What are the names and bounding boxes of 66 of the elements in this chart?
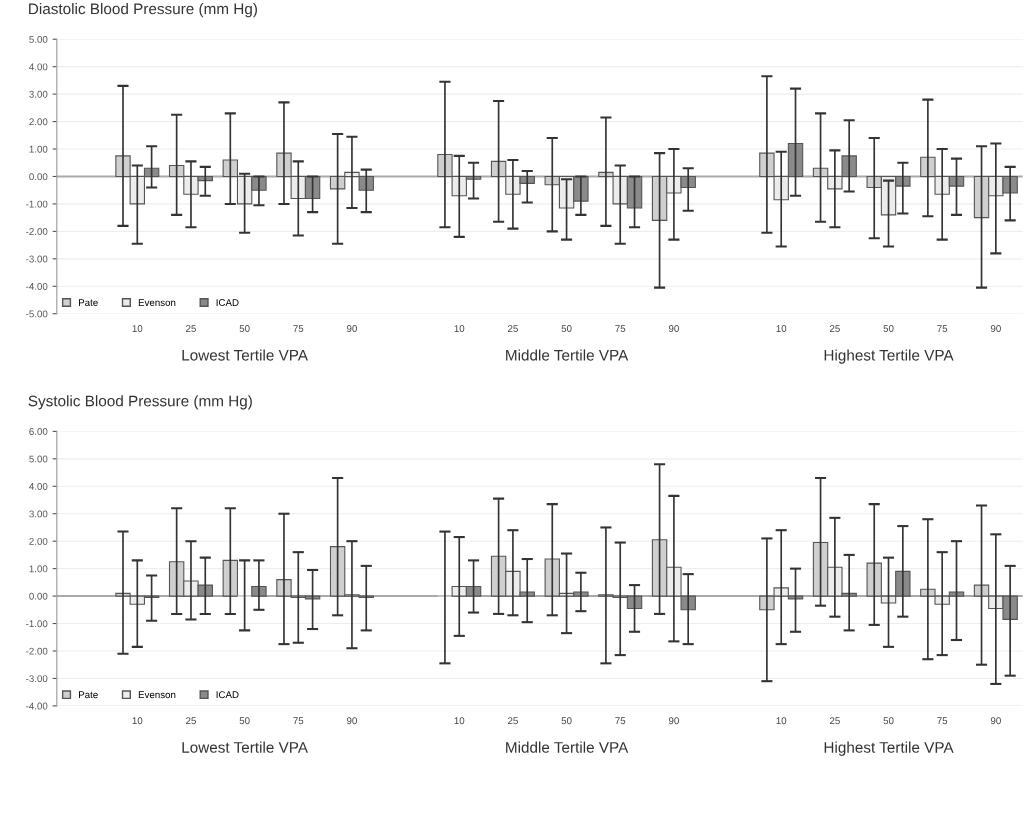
x-tick-label: 10 [132,325,143,332]
y-tick-label: -1.00 [26,620,48,628]
y-tick-label: -4.00 [26,283,48,290]
y-tick-label: -4.00 [26,702,48,710]
chart-title: Systolic Blood Pressure (mm Hg) [28,395,252,410]
text: Highest Tertile VPA [824,349,954,364]
y-tick-label: 2.00 [29,537,48,545]
text: Middle Tertile VPA [506,741,629,753]
legend-label: Evenson [138,691,176,699]
x-tick-label: 90 [346,717,357,725]
x-tick-label: 90 [346,325,357,332]
x-tick-label: 25 [186,717,196,725]
y-tick-label: 5.00 [29,35,48,43]
x-tick-label: 75 [937,717,948,725]
y-tick-label: 1.00 [29,145,48,153]
x-tick-label: 50 [883,325,894,332]
x-tick-label: 90 [668,325,679,332]
y-tick-label: -2.00 [26,647,48,655]
x-tick-label: 10 [776,325,787,332]
y-tick-label: -1.00 [26,200,48,208]
x-tick-label: 90 [990,717,1001,725]
x-tick-label: 90 [990,325,1001,332]
text: Middle Tertile VPA [506,349,629,361]
y-tick-label: 2.00 [29,118,48,126]
x-tick-label: 10 [454,717,465,725]
y-tick-label: 3.00 [29,90,48,98]
text: Highest Tertile VPA [824,741,954,756]
x-tick-label: 25 [186,325,196,332]
y-tick-label: -3.00 [26,675,48,683]
x-tick-label: 50 [239,325,250,332]
x-tick-label: 25 [508,325,518,332]
x-tick-label: 75 [937,325,948,332]
x-tick-label: 50 [561,717,572,725]
y-tick-label: 1.00 [29,565,48,573]
x-tick-label: 10 [454,325,465,332]
x-tick-label: 75 [615,717,626,725]
x-tick-label: 50 [239,717,250,725]
chart-title: Diastolic Blood Pressure (mm Hg) [29,3,257,18]
x-tick-label: 75 [615,325,626,332]
x-tick-label: 75 [293,717,304,725]
text: Lowest Tertile VPA [182,741,308,753]
x-tick-label: 25 [829,325,840,332]
x-tick-label: 50 [883,717,894,725]
y-tick-label: -5.00 [26,310,48,318]
x-tick-label: 10 [132,717,143,725]
legend-label: Pate [79,299,98,306]
y-tick-label: 4.00 [29,483,48,490]
legend-label: ICAD [216,691,239,699]
y-tick-label: 0.00 [29,173,48,181]
x-tick-label: 25 [829,717,840,725]
legend-label: ICAD [216,299,239,306]
legend-label: Evenson [138,299,176,306]
x-tick-label: 25 [508,717,518,725]
x-tick-label: 90 [668,717,679,725]
y-tick-label: 3.00 [29,510,48,518]
y-tick-label: 0.00 [29,592,48,600]
text: Lowest Tertile VPA [182,349,308,361]
x-tick-label: 50 [561,325,572,332]
y-tick-label: 5.00 [29,455,48,463]
y-tick-label: 4.00 [29,63,48,71]
x-tick-label: 75 [293,325,304,332]
y-tick-label: 6.00 [29,428,48,435]
x-tick-label: 10 [776,717,787,725]
y-tick-label: -2.00 [26,228,48,235]
y-tick-label: -3.00 [26,255,48,263]
legend-label: Pate [79,691,98,699]
